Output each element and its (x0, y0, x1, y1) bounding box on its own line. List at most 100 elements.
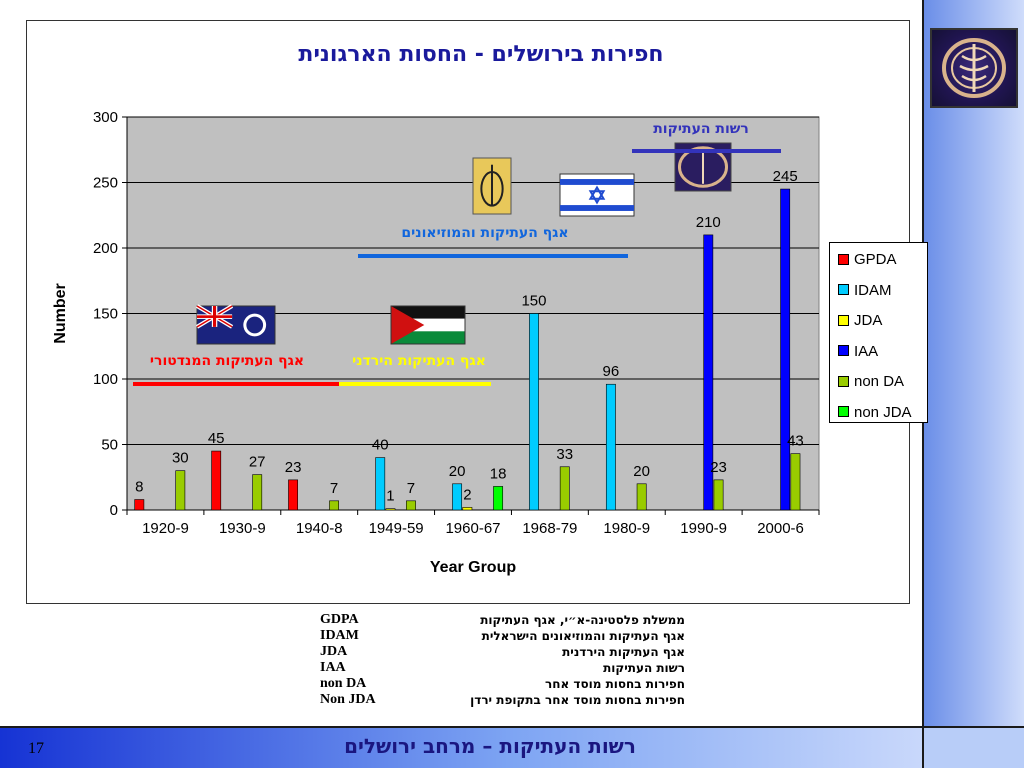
legend-label: non DA (854, 373, 905, 390)
abbreviation-code: GDPA (320, 612, 359, 627)
bar (175, 470, 186, 511)
x-tick-label: 1930-9 (219, 520, 266, 537)
legend: GPDA IDAM JDA IAA non DA non JDA (829, 242, 928, 423)
legend-item: IAA (838, 343, 878, 361)
bar (605, 383, 616, 511)
legend-item: non JDA (838, 404, 912, 422)
bar (529, 313, 539, 511)
bar (462, 507, 473, 511)
legend-swatch (838, 284, 849, 296)
abbreviation-code: JDA (320, 644, 348, 659)
legend-label: IDAM (854, 281, 892, 299)
bar (636, 483, 647, 511)
legend-swatch (838, 375, 849, 387)
bar (713, 479, 724, 511)
bar (252, 474, 263, 511)
legend-label: GPDA (854, 251, 897, 268)
data-label: 210 (696, 214, 721, 231)
right-decor-bar (924, 0, 1024, 768)
bar (703, 234, 714, 511)
bar (288, 479, 298, 511)
bar (406, 500, 416, 511)
abbreviation-row: GDPA ממשלת פלסטינה-א״י, אגף העתיקות (320, 612, 685, 628)
period-label: אגף העתיקות והמוזיאונים (401, 225, 568, 241)
period-label: רשות העתיקות (653, 121, 749, 137)
x-tick-label: 2000-6 (757, 520, 804, 537)
footer-title: רשות העתיקות – מרחב ירושלים (344, 734, 636, 758)
legend-item: IDAM (838, 282, 892, 300)
footer-bar (0, 726, 924, 768)
y-tick-label: 0 (110, 502, 118, 519)
abbreviation-description: אגף העתיקות הירדנית (562, 645, 685, 659)
bar (375, 457, 386, 511)
x-tick-label: 1980-9 (603, 520, 650, 537)
y-tick-label: 150 (93, 306, 118, 323)
legend-swatch (838, 406, 849, 418)
abbreviation-code: non DA (320, 676, 367, 691)
y-tick-label: 250 (93, 175, 118, 192)
bar (329, 500, 340, 511)
abbreviation-row: JDA אגף העתיקות הירדנית (320, 644, 685, 660)
chart-frame: חפירות בירושלים - החסות הארגונית 0 50 100 1… (26, 20, 928, 604)
abbreviation-code: Non JDA (320, 692, 376, 707)
bar (134, 499, 145, 511)
abbreviation-description: אגף העתיקות והמוזיאונים הישראלית (481, 629, 685, 643)
data-label: 2 (463, 486, 471, 503)
idam-emblem (472, 157, 512, 215)
data-label: 20 (449, 463, 466, 480)
x-tick-label: 1968-79 (522, 520, 577, 537)
bar (211, 450, 222, 511)
british-ensign-flag (195, 304, 276, 345)
data-label: 27 (249, 454, 266, 471)
data-label: 1 (386, 488, 394, 505)
data-label: 245 (773, 168, 798, 185)
data-label: 30 (172, 450, 189, 467)
legend-item: JDA (838, 312, 882, 330)
jordan-flag (390, 305, 466, 345)
bar (385, 508, 396, 511)
x-tick-label: 1990-9 (680, 520, 727, 537)
bar (452, 483, 463, 511)
x-tick-label: 1940-8 (296, 520, 343, 537)
bar (559, 466, 570, 511)
legend-item: non DA (838, 373, 904, 391)
data-label: 43 (787, 433, 804, 450)
x-tick-label: 1949-59 (369, 520, 424, 537)
abbreviation-row: non DA חפירות בחסות מוסד אחר (320, 676, 685, 692)
abbreviation-row: IAA רשות העתיקות (320, 660, 685, 676)
data-label: 33 (556, 446, 573, 463)
legend-item: GPDA (838, 251, 897, 269)
data-label: 18 (490, 465, 507, 482)
data-label: 20 (633, 463, 650, 480)
israel-flag (559, 173, 635, 217)
y-tick-label: 300 (93, 109, 118, 126)
abbreviation-description: ממשלת פלסטינה-א״י, אגף העתיקות (480, 613, 685, 627)
chart-title: חפירות בירושלים - החסות הארגונית (298, 42, 663, 67)
abbreviation-row: IDAM אגף העתיקות והמוזיאונים הישראלית (320, 628, 685, 644)
abbreviation-description: רשות העתיקות (603, 661, 685, 675)
y-tick-label: 100 (93, 371, 118, 388)
data-label: 45 (208, 430, 225, 447)
data-label: 40 (372, 437, 389, 454)
data-label: 23 (710, 459, 727, 476)
abbreviation-table: GDPA ממשלת פלסטינה-א״י, אגף העתיקות IDAM אג… (320, 612, 685, 708)
y-tick-label: 50 (101, 437, 118, 454)
x-axis-label: Year Group (430, 559, 516, 576)
chart: חפירות בירושלים - החסות הארגונית 0 50 100 1… (52, 42, 820, 576)
abbreviation-code: IDAM (320, 628, 359, 643)
period-label: אגף העתיקות המנדטורי (150, 353, 304, 369)
abbreviation-code: IAA (320, 660, 346, 675)
divider-horizontal (0, 726, 1024, 728)
legend-swatch (838, 345, 849, 357)
x-tick-label: 1960-67 (445, 520, 500, 537)
data-label: 150 (521, 293, 546, 310)
data-label: 96 (603, 363, 620, 380)
iaa-logo-icon (930, 28, 1018, 108)
data-label: 7 (330, 480, 338, 497)
data-label: 7 (407, 480, 415, 497)
bar (790, 453, 801, 511)
abbreviation-row: Non JDA חפירות בחסות מוסד אחר בתקופת ירדן (320, 692, 685, 708)
y-axis-label: Number (52, 283, 69, 343)
legend-swatch (838, 314, 849, 326)
legend-label: non JDA (854, 403, 912, 421)
